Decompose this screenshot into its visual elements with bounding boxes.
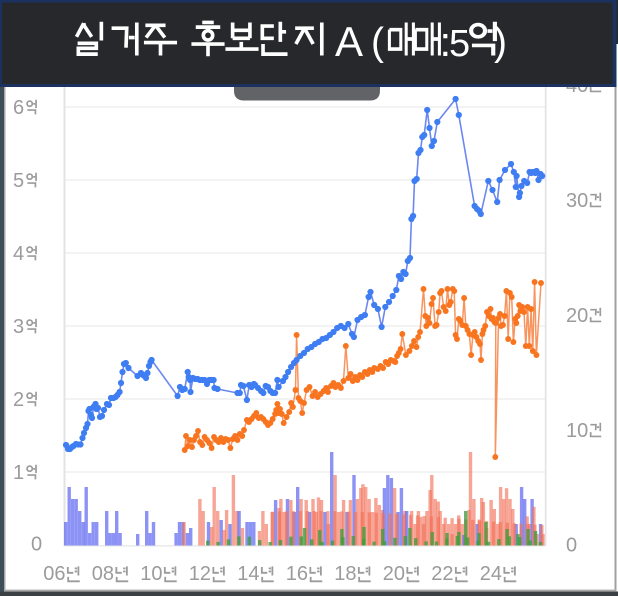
svg-text:): ) bbox=[494, 21, 507, 64]
svg-text:2: 2 bbox=[13, 389, 24, 411]
svg-text:08: 08 bbox=[92, 563, 114, 585]
svg-text:5: 5 bbox=[449, 23, 470, 65]
svg-text:3: 3 bbox=[13, 316, 24, 338]
svg-text:22: 22 bbox=[431, 563, 453, 585]
svg-text:5: 5 bbox=[13, 170, 24, 192]
svg-text:06: 06 bbox=[43, 563, 65, 585]
svg-text::: : bbox=[440, 18, 452, 65]
svg-text:24: 24 bbox=[480, 563, 502, 585]
svg-text:12: 12 bbox=[189, 563, 211, 585]
svg-text:10: 10 bbox=[566, 420, 588, 442]
svg-text:14: 14 bbox=[237, 563, 259, 585]
svg-text:18: 18 bbox=[334, 563, 356, 585]
svg-text:0: 0 bbox=[566, 535, 577, 557]
svg-text:1: 1 bbox=[13, 462, 24, 484]
svg-text:4: 4 bbox=[13, 243, 24, 265]
svg-text:16: 16 bbox=[286, 563, 308, 585]
svg-text:20: 20 bbox=[383, 563, 405, 585]
svg-text:20: 20 bbox=[566, 305, 588, 327]
svg-text:6: 6 bbox=[13, 97, 24, 119]
svg-text:10: 10 bbox=[140, 563, 162, 585]
svg-text:(: ( bbox=[371, 21, 384, 64]
svg-text:30: 30 bbox=[566, 190, 588, 212]
svg-text:A: A bbox=[335, 18, 363, 65]
svg-text:0: 0 bbox=[31, 534, 42, 556]
